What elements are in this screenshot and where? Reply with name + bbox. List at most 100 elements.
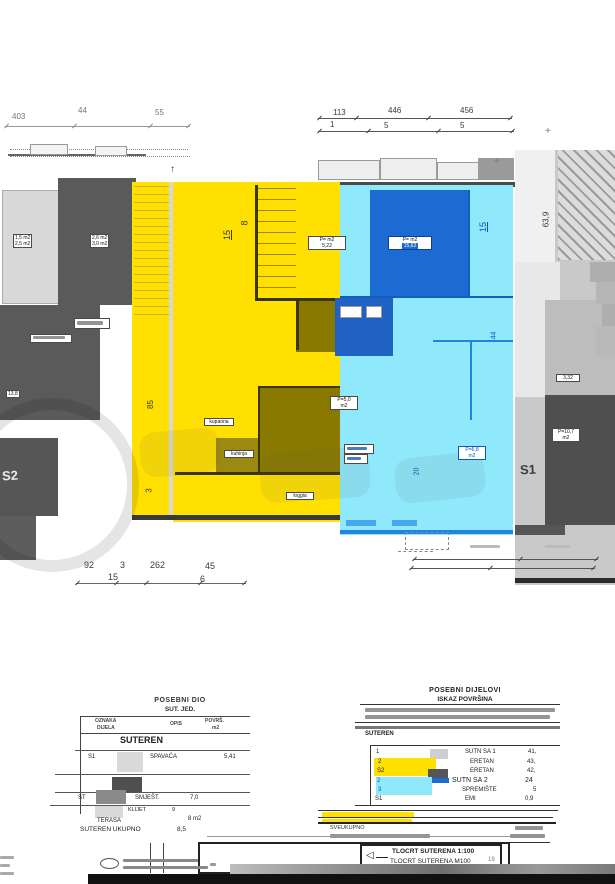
exterior-wall [132,515,340,520]
radiator [392,520,417,526]
illegible-value [515,826,543,830]
room-area-box: 1,5 m2 2,5 m2 [13,234,33,248]
left-table-subtitle: SUT. JED. [164,706,196,713]
room-name-box: loggia [286,492,314,500]
title-block-text-2: TLOCRT SUTERENA M100 [390,858,471,865]
cyan-area-box: P=5,0 m2 [330,396,358,410]
parapet-box [30,144,68,155]
wall-segment [515,525,565,535]
dim-tick [510,128,515,134]
scan-gray-bar [230,864,615,874]
legend-swatch-gray-mid [96,790,126,804]
right-row-num: S2 [377,768,385,774]
interior-wall [255,298,340,301]
table-line [370,745,371,805]
edge-mark [0,864,10,867]
left-row-cell: ST [78,795,86,801]
room-area-box: 3,32 [556,374,580,382]
area-line: m2 [562,435,570,441]
dim-top-left-2: 44 [78,106,87,115]
legend-swatch-gray-dark [112,777,142,792]
dim-top-left-1: 403 [12,112,26,121]
left-table-footer-value: 8,5 [177,826,187,833]
table-line [355,722,560,723]
legend-swatch-gray-light [95,806,123,818]
dim-top-right-4: 1 [330,120,335,129]
dim-tick [242,580,247,586]
right-row-value: 42, [527,768,536,774]
table-line [55,774,250,775]
table-line [80,733,250,734]
unit-yellow-shaded-room [296,298,340,352]
illegible-stamp-text [123,859,198,862]
room-area-value: 1,5 m2 [15,235,31,241]
right-row-label: SPREMIŠTE [462,787,497,793]
left-row-cell: 9 [172,807,176,813]
corridor [515,150,555,262]
exterior-wall [172,182,515,187]
room-area-value: 2,5 m2 [15,241,31,247]
table-line [355,726,560,729]
exterior-wall [8,154,146,156]
drawing-arrow-icon: ◁ [366,850,374,861]
room-area-box: 2,6 m2 3,0 m2 [90,234,110,248]
dim-cyan-15: 15 [478,221,489,233]
dim-cyan-44: 44 [490,331,498,340]
dim-yellow-85: 85 [145,400,155,409]
unit-label-s1: S1 [519,461,537,478]
dim-line [318,118,512,119]
table-line [355,805,560,806]
left-row-cell: S1 [88,754,96,760]
stair-treads [134,186,170,316]
yellow-area-box: P= m2 5,22 [308,236,346,250]
dim-yellow-15: 15 [222,229,233,241]
interior-wall [296,300,299,350]
right-row-num: S1 [375,796,383,802]
room-label-box [74,318,110,329]
left-row-cell: SPAVAĆA [150,754,178,760]
left-table-section: SUTEREN [120,735,164,745]
dim-top-right-3: 456 [460,106,474,115]
left-table-footer-value: 8 m2 [188,816,202,822]
parapet-box [437,162,479,180]
north-arrow: ↑ [170,164,175,175]
faint-mark [545,545,570,548]
left-table-footer-label: TERASA [97,818,122,824]
interior-wall [175,472,340,475]
setback-dotted-line [10,156,190,157]
table-line [50,805,250,806]
table-line [318,810,558,811]
left-table-footer-label: SUTEREN UKUPNO [80,826,141,833]
edge-mark [0,856,14,859]
dim-bottom-3: 262 [150,560,166,570]
table-line [75,750,250,751]
wall-divider [169,182,173,520]
room-area-box: 13,8 [6,390,20,398]
left-table-header: OPIS [170,721,182,727]
parapet-box [478,158,514,180]
room-area-value: 2,6 m2 [92,235,108,241]
parapet-box [95,146,127,156]
interior-wall-blue [468,190,470,296]
dim-line [413,559,598,560]
legend-swatch-gray-dark [428,769,448,780]
watermark-blob [138,426,222,479]
left-table-header: OZNAKA [95,718,117,724]
interior-wall-blue [340,296,513,298]
right-row-value: 43, [527,759,536,765]
illegible-stamp-text [123,866,208,869]
terrace-step [602,304,615,326]
right-table-subtitle: ISKAZ POVRŠINA [437,696,493,703]
right-row-label: SUTN SA 2 [452,777,488,784]
dim-tick [508,115,513,121]
title-block-line [150,843,151,873]
drawing-arrow-line [376,857,388,858]
stair-treads [258,188,296,296]
room-label-box [344,454,368,464]
dim-right-vertical: 63,9 [541,211,551,228]
dim-top-left-3: 55 [155,108,164,117]
area-line: m2 [340,403,348,409]
dim-top-right-2: 446 [388,106,402,115]
unit-yellow-shaded-room [258,386,340,474]
